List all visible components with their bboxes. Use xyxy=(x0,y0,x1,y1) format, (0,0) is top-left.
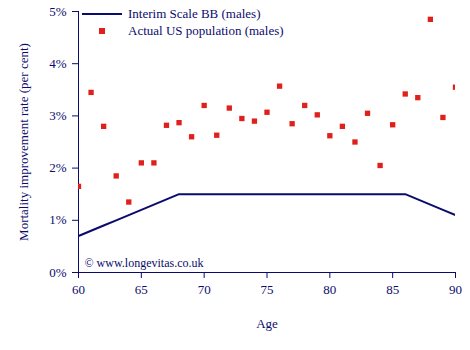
svg-text:3%: 3% xyxy=(49,108,67,123)
svg-text:85: 85 xyxy=(386,282,399,297)
html-text:Interim Scale BB (males): Interim Scale BB (males) xyxy=(128,6,261,21)
svg-text:0%: 0% xyxy=(49,265,67,280)
svg-text:Mortality improvement rate (pe: Mortality improvement rate (per cent) xyxy=(16,43,31,241)
svg-text:Age: Age xyxy=(256,316,278,331)
svg-text:80: 80 xyxy=(323,282,336,297)
html-text:Actual US population (males): Actual US population (males) xyxy=(128,23,284,38)
svg-text:2%: 2% xyxy=(49,160,67,175)
svg-text:1%: 1% xyxy=(49,212,67,227)
svg-text:65: 65 xyxy=(135,282,148,297)
svg-text:75: 75 xyxy=(261,282,274,297)
svg-text:© www.longevitas.co.uk: © www.longevitas.co.uk xyxy=(85,256,204,270)
svg-text:70: 70 xyxy=(198,282,211,297)
svg-text:4%: 4% xyxy=(49,56,67,71)
svg-text:60: 60 xyxy=(72,282,85,297)
svg-text:5%: 5% xyxy=(49,4,67,19)
svg-text:90: 90 xyxy=(449,282,462,297)
